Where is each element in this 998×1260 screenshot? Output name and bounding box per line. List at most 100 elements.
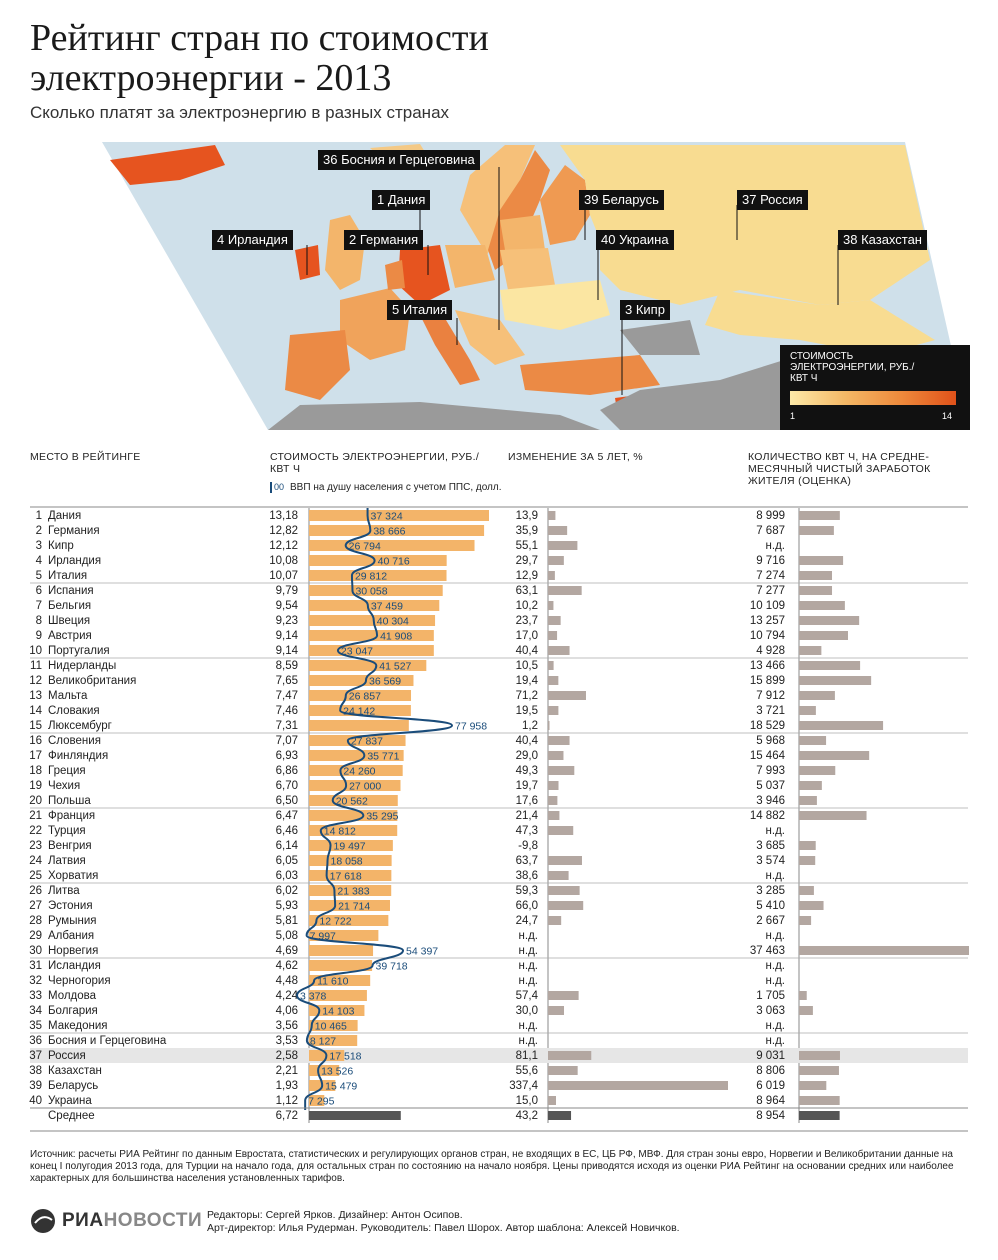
country-name: Россия [48, 1050, 86, 1062]
country-name: Чехия [48, 780, 80, 792]
kwh-value: 13 466 [750, 660, 785, 672]
rank-number: 9 [36, 630, 42, 642]
price-bar [309, 570, 447, 581]
change-value: 63,1 [516, 585, 538, 597]
price-bar [309, 870, 392, 881]
average-change: 43,2 [516, 1110, 538, 1122]
price-bar [309, 750, 404, 761]
rank-number: 27 [29, 900, 42, 912]
change-value: 57,4 [516, 990, 539, 1002]
kwh-bar [799, 751, 870, 760]
price-value: 5,93 [276, 900, 298, 912]
price-value: 9,14 [276, 630, 299, 642]
map-italy [420, 310, 480, 385]
price-bar [309, 810, 398, 821]
kwh-bar [799, 646, 822, 655]
change-bar [548, 991, 579, 1000]
kwh-value: 37 463 [750, 945, 785, 957]
price-bar [309, 825, 398, 836]
page-title: Рейтинг стран по стоимости электроэнерги… [30, 17, 489, 99]
change-value: н.д. [519, 1020, 538, 1032]
kwh-value: 3 285 [756, 885, 785, 897]
kwh-value: 5 410 [756, 900, 785, 912]
change-value: 35,9 [516, 525, 538, 537]
rank-number: 30 [29, 945, 42, 957]
country-name: Испания [48, 585, 94, 597]
kwh-value: 1 705 [756, 990, 785, 1002]
change-value: 19,5 [516, 705, 538, 717]
price-value: 9,54 [276, 600, 299, 612]
legend-min: 1 [790, 411, 796, 421]
price-bar [309, 690, 412, 701]
price-bar [309, 1095, 325, 1106]
price-value: 7,46 [276, 705, 298, 717]
kwh-value: 7 274 [756, 570, 785, 582]
kwh-value: н.д. [766, 825, 785, 837]
rank-number: 38 [29, 1065, 42, 1077]
price-bar [309, 660, 427, 671]
country-name: Кипр [48, 540, 74, 552]
price-value: 9,14 [276, 645, 299, 657]
change-bar [548, 1051, 592, 1060]
kwh-bar [799, 991, 807, 1000]
map-poland [445, 245, 495, 288]
change-value: 40,4 [516, 735, 539, 747]
country-name: Словения [48, 735, 101, 747]
country-name: Швеция [48, 615, 90, 627]
map-label-ie: 4 Ирландия [212, 230, 293, 250]
rank-number: 33 [29, 990, 42, 1002]
gdp-label: 26 794 [349, 541, 381, 553]
price-value: 2,58 [276, 1050, 298, 1062]
rating-table: 1 Дания 13,18 13,9 8 999 2 Германия 12,82 35,9 7 … [29, 506, 969, 1132]
change-bar [548, 871, 569, 880]
price-bar [309, 585, 443, 596]
kwh-value: 7 993 [756, 765, 785, 777]
price-bar [309, 630, 434, 641]
change-value: 30,0 [516, 1005, 538, 1017]
kwh-bar [799, 526, 834, 535]
change-bar [548, 661, 554, 670]
map-label-it: 5 Италия [387, 300, 453, 320]
change-bar [548, 901, 584, 910]
price-value: 4,62 [276, 960, 298, 972]
kwh-bar [799, 811, 867, 820]
map-label-de: 2 Германия [344, 230, 424, 250]
kwh-value: н.д. [766, 975, 785, 987]
change-bar [548, 676, 559, 685]
price-bar [309, 555, 447, 566]
country-name: Бельгия [48, 600, 91, 612]
map-benelux [385, 260, 405, 290]
average-kwh: 8 954 [756, 1110, 785, 1122]
change-bar [548, 781, 559, 790]
country-name: Германия [48, 525, 100, 537]
change-value: н.д. [519, 960, 538, 972]
kwh-value: 3 721 [756, 705, 785, 717]
change-value: 38,6 [516, 870, 538, 882]
gdp-label: 24 142 [343, 706, 375, 718]
gdp-label: 15 479 [325, 1081, 357, 1093]
change-bar [548, 826, 574, 835]
rank-number: 31 [29, 960, 42, 972]
change-bar [548, 1066, 578, 1075]
change-value: н.д. [519, 930, 538, 942]
rank-number: 29 [29, 930, 42, 942]
kwh-value: н.д. [766, 540, 785, 552]
country-name: Финляндия [48, 750, 108, 762]
gdp-label: 36 569 [369, 676, 401, 688]
price-bar [309, 765, 403, 776]
change-bar [548, 811, 560, 820]
kwh-value: 15 899 [750, 675, 785, 687]
price-value: 6,93 [276, 750, 298, 762]
gdp-label: 38 666 [373, 526, 405, 538]
price-value: 6,05 [276, 855, 298, 867]
kwh-bar [799, 631, 848, 640]
map-label-cy: 3 Кипр [620, 300, 670, 320]
change-bar [548, 916, 562, 925]
kwh-value: 3 063 [756, 1005, 785, 1017]
price-bar [309, 975, 371, 986]
change-bar [548, 541, 578, 550]
gdp-label: 35 771 [367, 751, 399, 763]
rank-number: 5 [36, 570, 42, 582]
rank-number: 6 [36, 585, 42, 597]
price-value: 5,08 [276, 930, 298, 942]
